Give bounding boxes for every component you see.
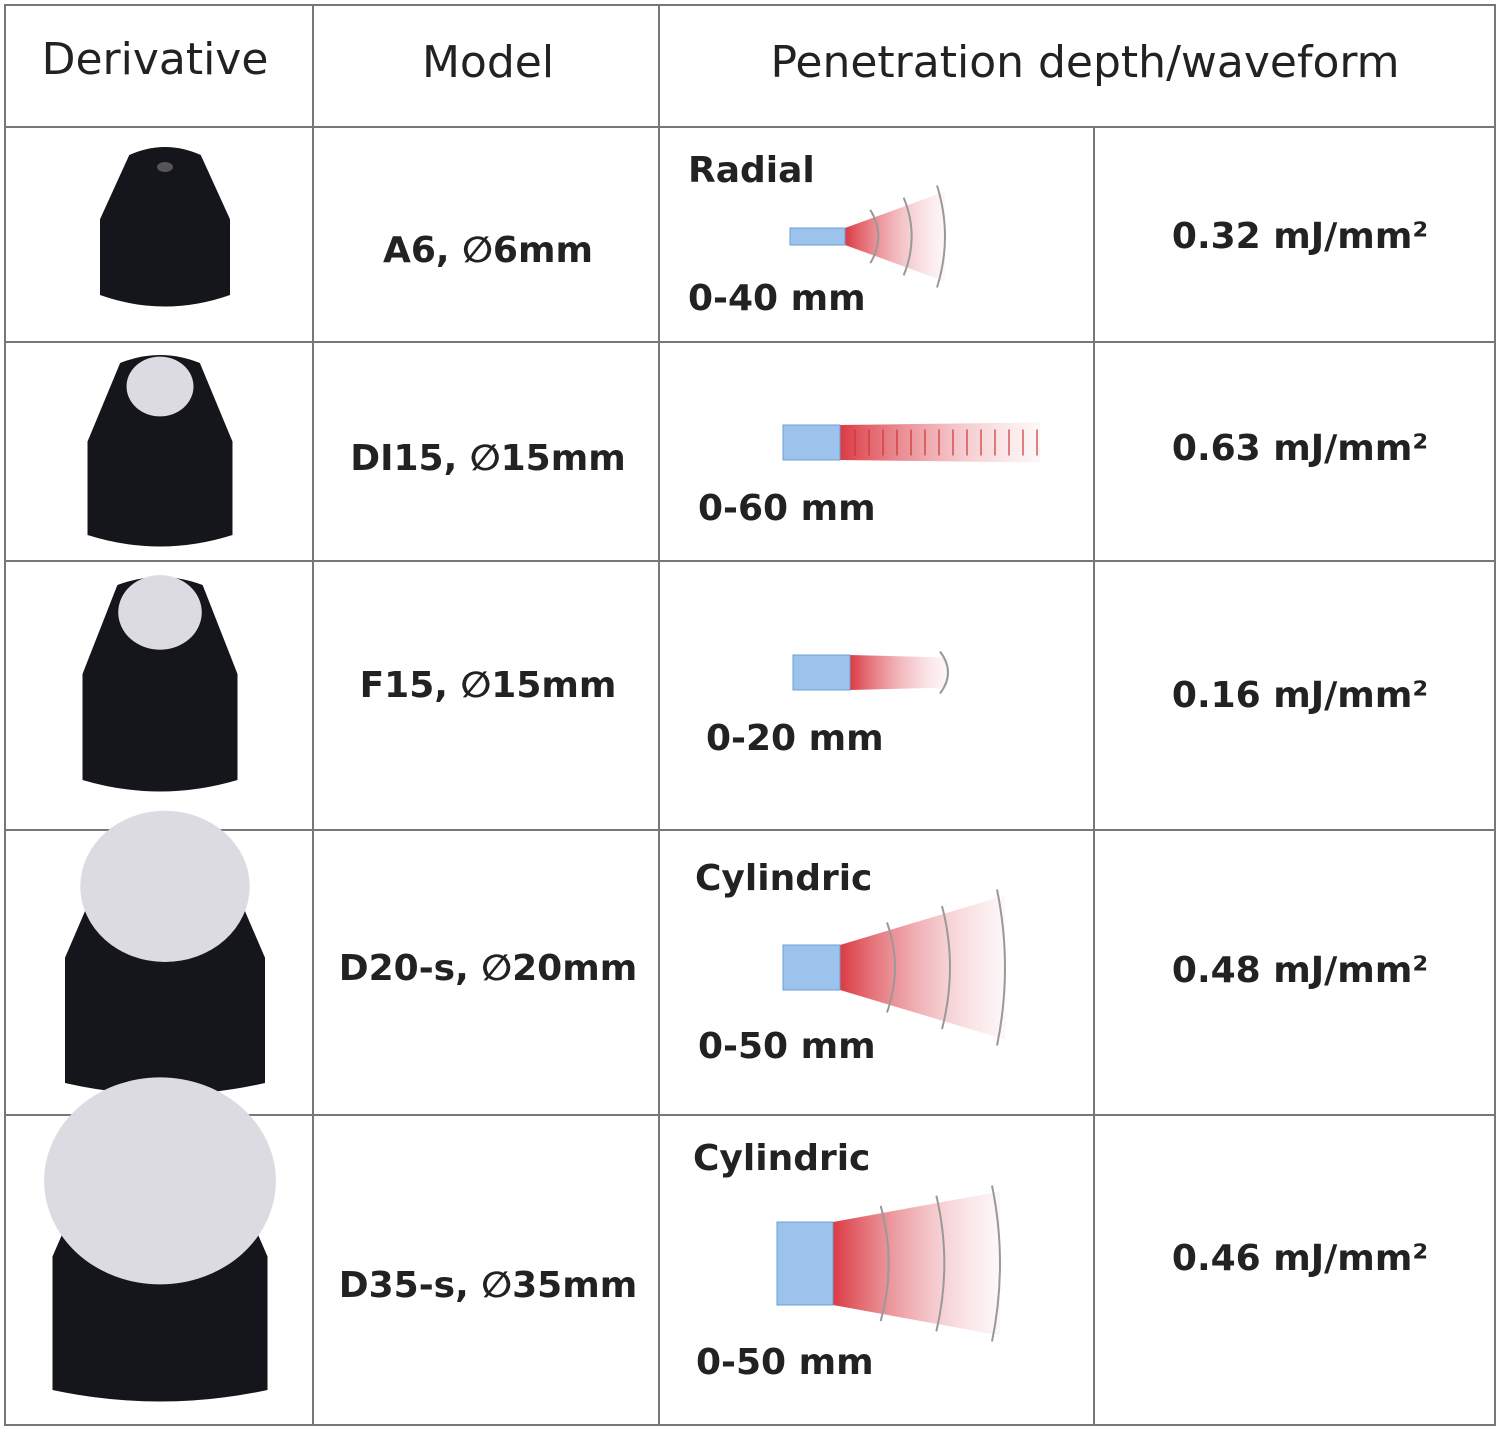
transducer [776,1221,834,1306]
model: F15, ∅15mm [360,665,617,706]
waveform-type: Cylindric [695,858,872,899]
wave-front [879,1205,890,1322]
energy: 0.63 mJ/mm² [1172,428,1428,469]
wave-front [936,185,946,288]
energy: 0.16 mJ/mm² [1172,675,1428,716]
product-lens [126,356,194,417]
model: DI15, ∅15mm [350,438,626,479]
transducer [782,424,841,461]
energy: 0.48 mJ/mm² [1172,950,1428,991]
waveform-type: Cylindric [693,1138,870,1179]
depth: 0-50 mm [698,1026,876,1067]
wave-front [939,650,949,695]
wave-front [991,1185,1001,1342]
product-cap [87,355,233,547]
wave-front [869,209,880,264]
depth: 0-60 mm [698,488,876,529]
depth: 0-20 mm [706,718,884,759]
wave-front [941,905,951,1030]
energy: 0.46 mJ/mm² [1172,1238,1428,1279]
product-lens [118,575,202,650]
product-lens [80,810,250,962]
product-cap [82,577,238,792]
rows: A6, ∅6mm Radial 0-40 mm 0.32 mJ/mm² DI15, ∅1… [44,147,1428,1402]
waveform-type: Radial [688,150,815,191]
product-hole [157,162,173,172]
wave-front [902,197,913,276]
wave-front [935,1195,946,1332]
wave-fan [840,895,1005,1040]
wave-fan [850,655,948,690]
model: D35-s, ∅35mm [339,1265,638,1306]
model: A6, ∅6mm [383,230,593,271]
header-cell: Derivative [42,34,269,85]
depth: 0-50 mm [696,1342,874,1383]
grid [4,4,1496,1426]
header-cell: Penetration depth/waveform [770,37,1399,88]
model: D20-s, ∅20mm [339,948,638,989]
product-lens [44,1077,276,1285]
wave-fan [845,191,945,282]
wave-front [886,922,896,1013]
transducer [789,227,846,246]
wave-fan [833,1191,1000,1336]
header-cell: Model [422,37,554,88]
product-cap [100,147,230,307]
transducer [792,654,851,691]
transducer [782,944,841,991]
wave-front [996,889,1006,1046]
depth: 0-40 mm [688,278,866,319]
energy: 0.32 mJ/mm² [1172,216,1428,257]
